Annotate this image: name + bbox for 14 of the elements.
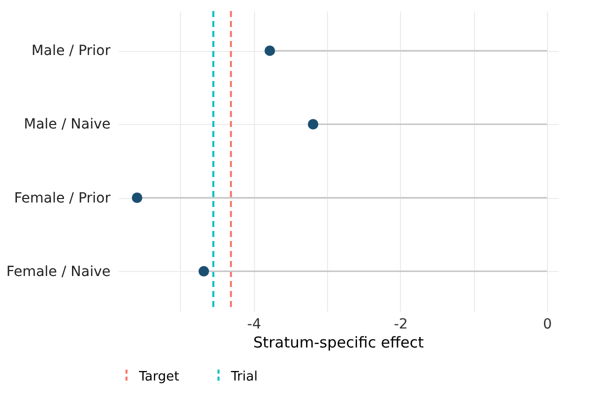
y-tick-label: Female / Prior bbox=[14, 190, 111, 206]
point bbox=[264, 45, 276, 56]
y-tick-label: Male / Naive bbox=[24, 116, 110, 133]
x-axis-title: Stratum-specific effect bbox=[253, 334, 424, 352]
legend-label: Trial bbox=[230, 370, 258, 385]
point bbox=[308, 119, 318, 130]
point bbox=[198, 266, 210, 277]
x-tick-label: -4 bbox=[247, 316, 262, 332]
legend-label: Target bbox=[138, 370, 180, 385]
y-tick-label: Female / Naive bbox=[6, 264, 110, 280]
point bbox=[132, 192, 142, 203]
x-tick-label: -2 bbox=[394, 316, 408, 332]
y-tick-label: Male / Prior bbox=[32, 43, 111, 60]
x-tick-label: 0 bbox=[543, 316, 552, 332]
